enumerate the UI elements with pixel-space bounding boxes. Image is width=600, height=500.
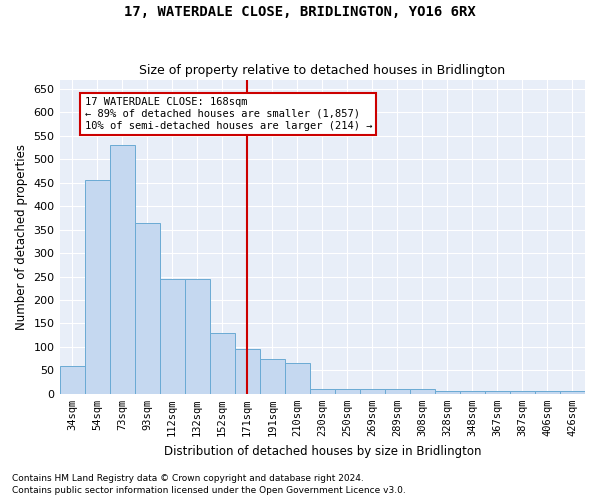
Bar bbox=[460, 392, 485, 394]
Text: 17, WATERDALE CLOSE, BRIDLINGTON, YO16 6RX: 17, WATERDALE CLOSE, BRIDLINGTON, YO16 6… bbox=[124, 5, 476, 19]
X-axis label: Distribution of detached houses by size in Bridlington: Distribution of detached houses by size … bbox=[164, 444, 481, 458]
Bar bbox=[134, 222, 160, 394]
Bar bbox=[410, 389, 435, 394]
Bar bbox=[560, 392, 585, 394]
Bar bbox=[510, 392, 535, 394]
Bar bbox=[235, 349, 260, 394]
Bar bbox=[335, 389, 360, 394]
Bar bbox=[59, 366, 85, 394]
Bar bbox=[385, 389, 410, 394]
Bar bbox=[435, 392, 460, 394]
Bar bbox=[185, 279, 209, 394]
Bar bbox=[160, 279, 185, 394]
Bar bbox=[110, 145, 134, 394]
Bar bbox=[485, 392, 510, 394]
Bar bbox=[310, 389, 335, 394]
Bar bbox=[285, 364, 310, 394]
Bar bbox=[209, 333, 235, 394]
Bar bbox=[85, 180, 110, 394]
Text: Contains HM Land Registry data © Crown copyright and database right 2024.
Contai: Contains HM Land Registry data © Crown c… bbox=[12, 474, 406, 495]
Bar bbox=[535, 392, 560, 394]
Bar bbox=[260, 358, 285, 394]
Bar bbox=[360, 389, 385, 394]
Text: 17 WATERDALE CLOSE: 168sqm
← 89% of detached houses are smaller (1,857)
10% of s: 17 WATERDALE CLOSE: 168sqm ← 89% of deta… bbox=[85, 98, 372, 130]
Y-axis label: Number of detached properties: Number of detached properties bbox=[15, 144, 28, 330]
Title: Size of property relative to detached houses in Bridlington: Size of property relative to detached ho… bbox=[139, 64, 505, 77]
